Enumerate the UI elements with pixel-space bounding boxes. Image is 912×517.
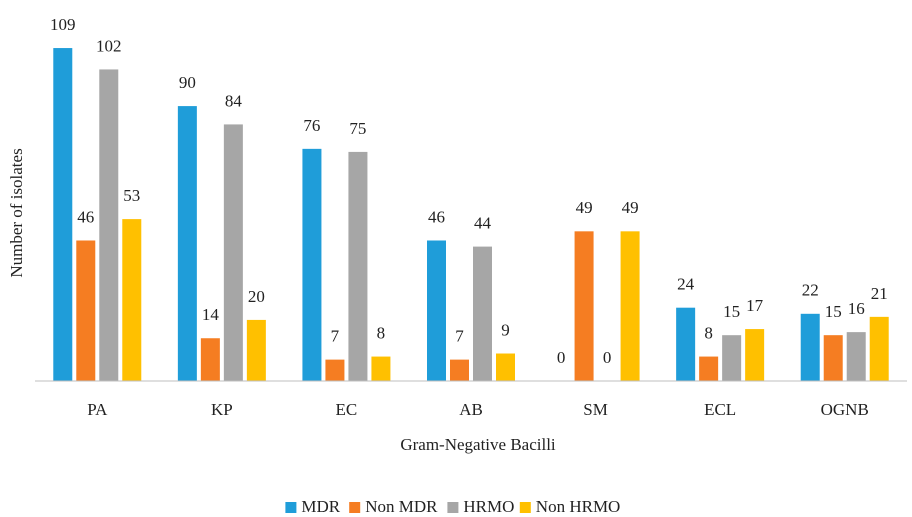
data-label: 15: [825, 302, 842, 321]
bar: [676, 307, 696, 381]
legend-swatch: [519, 502, 531, 513]
x-tick-label: EC: [336, 400, 358, 419]
x-tick-label: PA: [87, 400, 108, 419]
data-label: 46: [77, 207, 94, 226]
data-label: 46: [428, 207, 445, 226]
data-label: 7: [331, 327, 340, 346]
data-label: 90: [179, 73, 196, 92]
data-label: 20: [248, 287, 265, 306]
x-tick-label: SM: [583, 400, 608, 419]
bar: [450, 359, 469, 381]
data-label: 49: [622, 198, 639, 217]
data-label: 17: [746, 296, 764, 315]
bar: [846, 332, 866, 381]
data-label: 8: [704, 323, 713, 342]
bar: [302, 148, 322, 381]
data-label: 84: [225, 91, 243, 110]
bar: [869, 316, 889, 381]
data-label: 75: [349, 119, 366, 138]
bar: [76, 240, 96, 381]
data-label: 24: [677, 275, 695, 294]
data-label: 22: [802, 281, 819, 300]
data-label: 9: [501, 320, 510, 339]
data-label: 49: [576, 198, 593, 217]
bar: [699, 356, 719, 381]
bar: [496, 353, 515, 381]
bar: [53, 48, 73, 382]
bar: [800, 313, 820, 381]
bar: [745, 329, 765, 381]
bar: [427, 240, 446, 381]
x-tick-label: ECL: [704, 400, 736, 419]
data-label: 109: [50, 15, 76, 34]
bar: [246, 319, 266, 381]
bar: [823, 335, 843, 381]
bar: [223, 124, 243, 381]
legend-label: Non HRMO: [536, 497, 621, 516]
bar: [325, 359, 345, 381]
x-tick-label: KP: [211, 400, 233, 419]
data-label: 8: [377, 323, 386, 342]
data-label: 44: [474, 214, 492, 233]
data-label: 14: [202, 305, 220, 324]
bar: [348, 151, 368, 381]
data-label: 0: [603, 348, 612, 367]
data-label: 7: [455, 327, 464, 346]
bar: [473, 246, 492, 381]
bar: [620, 231, 640, 381]
bar: [371, 356, 391, 381]
x-tick-label: OGNB: [821, 400, 869, 419]
data-label: 15: [723, 302, 740, 321]
bar: [574, 231, 594, 381]
data-label: 21: [871, 284, 888, 303]
bar: [177, 106, 197, 381]
x-axis-title: Gram-Negative Bacilli: [400, 435, 556, 454]
legend-swatch: [447, 502, 459, 513]
bar: [200, 338, 220, 381]
data-label: 76: [303, 116, 320, 135]
legend-swatch: [285, 502, 297, 513]
data-label: 16: [848, 299, 865, 318]
legend-label: Non MDR: [365, 497, 438, 516]
data-label: 53: [123, 186, 140, 205]
bar: [722, 335, 742, 381]
legend-label: HRMO: [463, 497, 514, 516]
bar: [122, 219, 142, 381]
legend-label: MDR: [301, 497, 340, 516]
x-tick-label: AB: [459, 400, 483, 419]
legend-swatch: [349, 502, 361, 513]
bar: [99, 69, 119, 381]
y-axis-title: Number of isolates: [7, 148, 26, 277]
data-label: 102: [96, 36, 122, 55]
data-label: 0: [557, 348, 566, 367]
